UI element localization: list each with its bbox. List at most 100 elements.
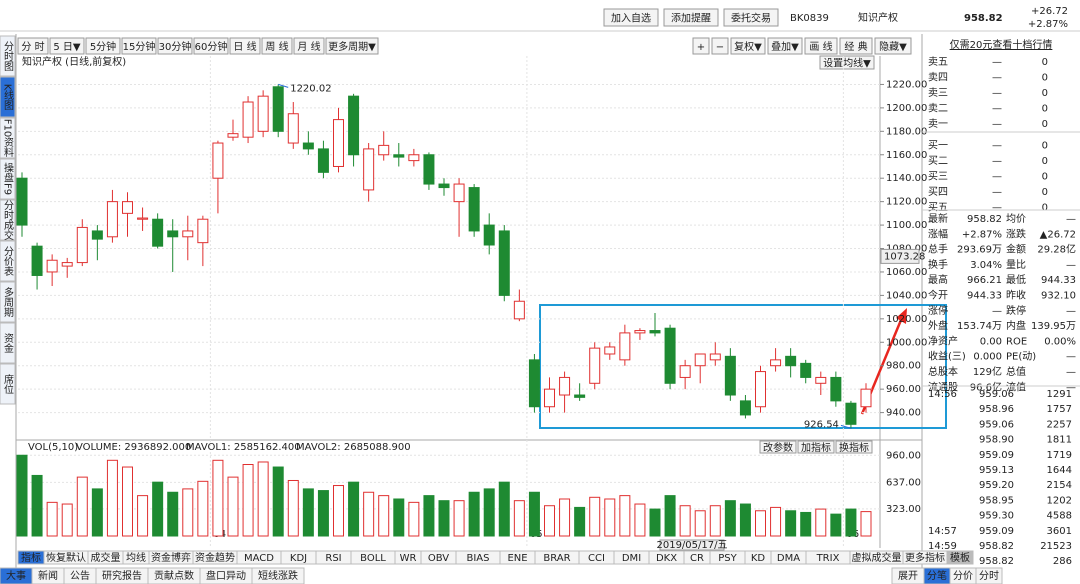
button[interactable] <box>874 37 912 55</box>
tab-label[interactable]: 展开 <box>898 570 918 582</box>
button[interactable] <box>193 37 229 55</box>
button-label[interactable]: 加指标 <box>801 441 831 454</box>
tab-label[interactable]: 成交量 <box>91 551 121 564</box>
button-label[interactable]: + <box>697 42 705 53</box>
side-tab-label[interactable]: 分时图 <box>2 41 14 72</box>
button-label[interactable]: 叠加▼ <box>771 41 799 53</box>
button[interactable] <box>17 37 49 55</box>
side-tab[interactable] <box>0 158 16 200</box>
side-tab[interactable] <box>0 363 16 405</box>
tab-label[interactable]: DMI <box>622 553 641 564</box>
side-tab[interactable] <box>0 322 16 364</box>
tab[interactable] <box>975 567 1003 584</box>
button-label[interactable]: 5分钟 <box>90 40 116 53</box>
side-tab-label[interactable]: 操盘F9 <box>2 162 14 195</box>
button-label[interactable]: 设置均线▼ <box>823 57 871 70</box>
button[interactable] <box>325 37 379 55</box>
button-label[interactable]: 添加提醒 <box>671 12 711 25</box>
button[interactable] <box>730 37 766 55</box>
button[interactable] <box>229 37 261 55</box>
tab-label[interactable]: PSY <box>718 553 737 564</box>
side-tab-label[interactable]: 分时成交 <box>2 200 14 241</box>
tab[interactable] <box>946 550 974 565</box>
button-label[interactable]: 换指标 <box>839 441 869 454</box>
button[interactable] <box>49 37 85 55</box>
tab-label[interactable]: 虚拟成交量 <box>852 551 902 564</box>
button[interactable] <box>767 37 803 55</box>
side-tab[interactable] <box>0 281 16 323</box>
tab-label[interactable]: 分时 <box>979 570 999 582</box>
side-tab-label[interactable]: 分价表 <box>2 246 14 277</box>
button[interactable] <box>603 8 659 27</box>
button-label[interactable]: − <box>716 42 724 53</box>
side-tab[interactable] <box>0 199 16 241</box>
tab-label[interactable]: CCI <box>588 553 605 564</box>
tab[interactable] <box>251 567 305 584</box>
side-tab[interactable] <box>0 240 16 282</box>
tab-label[interactable]: MACD <box>244 553 274 564</box>
tab-label[interactable]: DKX <box>656 553 677 564</box>
button-label[interactable]: 改参数 <box>763 441 793 454</box>
tab-label[interactable]: ENE <box>507 553 527 564</box>
side-tab-label[interactable]: 多周期 <box>2 286 14 318</box>
tab-label[interactable]: 盘口异动 <box>206 569 246 582</box>
button-label[interactable]: 画 线 <box>809 40 832 53</box>
tab-label[interactable]: 模板 <box>950 551 970 564</box>
button[interactable] <box>711 37 729 55</box>
side-tab-label[interactable]: 资金 <box>2 333 14 353</box>
tab-label[interactable]: DMA <box>777 553 800 564</box>
button-label[interactable]: 60分钟 <box>195 40 228 53</box>
tab-label[interactable]: CR <box>690 553 704 564</box>
tab-label[interactable]: 均线 <box>126 551 146 564</box>
button-label[interactable]: 加入自选 <box>611 12 651 25</box>
button-label[interactable]: 复权▼ <box>734 40 762 53</box>
button[interactable] <box>157 37 193 55</box>
tab-label[interactable]: KD <box>751 553 766 564</box>
button-label[interactable]: 经 典 <box>844 40 867 53</box>
button[interactable] <box>121 37 157 55</box>
tab-label[interactable]: 分笔 <box>927 569 947 582</box>
tab-label[interactable]: 研究报告 <box>102 569 142 582</box>
tab-label[interactable]: BOLL <box>360 553 386 564</box>
tab-label[interactable]: 短线涨跌 <box>258 569 298 582</box>
tab-label[interactable]: 更多指标 <box>905 551 945 564</box>
side-tab-label[interactable]: K线图 <box>2 84 14 111</box>
tab-label[interactable]: 公告 <box>70 569 90 582</box>
button-label[interactable]: 更多周期▼ <box>328 40 376 53</box>
tab-label[interactable]: 资金博弈 <box>151 551 191 564</box>
button[interactable] <box>723 8 779 27</box>
button[interactable] <box>819 55 875 70</box>
tab-label[interactable]: TRIX <box>816 553 840 564</box>
button-label[interactable]: 委托交易 <box>731 12 771 25</box>
button[interactable] <box>797 440 835 454</box>
button[interactable] <box>293 37 325 55</box>
side-tab[interactable] <box>0 117 16 159</box>
button-label[interactable]: 5 日▼ <box>53 42 81 53</box>
tab-label[interactable]: 指标 <box>21 551 41 564</box>
side-tab-label[interactable]: F10资料 <box>2 119 14 158</box>
tab-label[interactable]: BIAS <box>467 553 490 564</box>
button[interactable] <box>85 37 121 55</box>
button[interactable] <box>835 440 873 454</box>
button-label[interactable]: 15分钟 <box>123 40 156 53</box>
button-label[interactable]: 分 时 <box>21 41 44 53</box>
button-label[interactable]: 月 线 <box>297 40 320 53</box>
tab-label[interactable]: 恢复默认 <box>46 551 86 564</box>
button[interactable] <box>663 8 719 27</box>
side-tab[interactable] <box>0 76 16 118</box>
button[interactable] <box>759 440 797 454</box>
tab-label[interactable]: 新闻 <box>38 569 58 582</box>
side-tab-label[interactable]: 席位 <box>2 373 14 394</box>
button[interactable] <box>692 37 710 55</box>
tab-label[interactable]: WR <box>400 553 417 564</box>
tab-label[interactable]: 大事 <box>6 569 26 582</box>
tab-label[interactable]: KDJ <box>290 553 307 564</box>
tab-label[interactable]: 资金趋势 <box>195 551 235 564</box>
promo-link[interactable]: 仅需20元查看十档行情 <box>950 38 1053 51</box>
button-label[interactable]: 日 线 <box>233 40 256 53</box>
tab-label[interactable]: BRAR <box>543 553 570 564</box>
button-label[interactable]: 30分钟 <box>159 40 192 53</box>
tab-label[interactable]: OBV <box>428 553 449 564</box>
tab-label[interactable]: RSI <box>325 553 341 564</box>
tab-label[interactable]: 贡献点数 <box>154 569 194 582</box>
